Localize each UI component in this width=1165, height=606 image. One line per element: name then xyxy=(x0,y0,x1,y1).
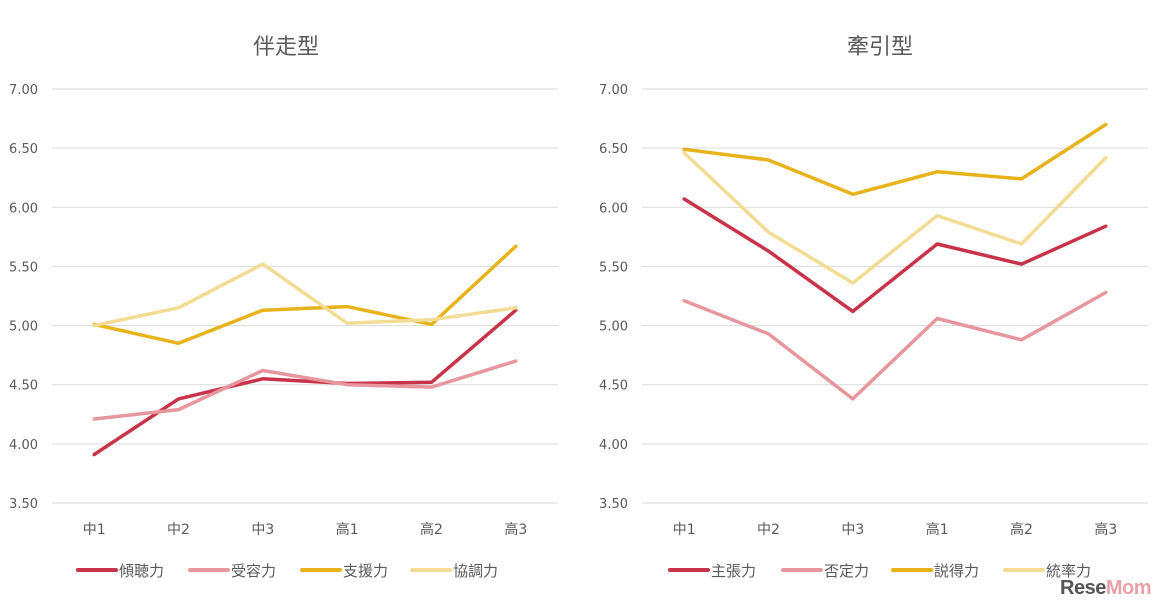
series-line-1 xyxy=(92,308,518,457)
chart-1: 伴走型 3.50 4.00 4.50 5.00 5.50 6.00 6.50 7.00 中1 中2 中… xyxy=(9,35,558,580)
x-tick-label: 中2 xyxy=(757,522,780,538)
x-tick-label: 中3 xyxy=(251,522,274,538)
y-tick-label: 6.00 xyxy=(599,201,628,216)
legend-label: 統率力 xyxy=(1046,562,1091,580)
logo-text-b: Mom xyxy=(1105,577,1152,599)
x-tick-label: 高2 xyxy=(420,521,443,538)
x-tick-label: 高3 xyxy=(1094,521,1117,538)
legend-label: 支援力 xyxy=(343,562,388,580)
chart-title: 伴走型 xyxy=(253,35,319,60)
series-line-4 xyxy=(682,151,1108,285)
x-tick-label: 中1 xyxy=(673,522,696,538)
x-tick-label: 高3 xyxy=(504,521,527,538)
legend-label: 受容力 xyxy=(231,562,276,580)
y-tick-label: 5.00 xyxy=(9,320,38,335)
chart-title: 牽引型 xyxy=(847,35,913,60)
chart-2: 牽引型 3.50 4.00 4.50 5.00 5.50 6.00 6.50 7.00 中1 中2 中… xyxy=(599,35,1148,580)
x-tick-label: 中3 xyxy=(841,522,864,538)
y-tick-label: 3.50 xyxy=(599,497,628,512)
legend-label: 傾聴力 xyxy=(119,562,164,580)
series-line-3 xyxy=(682,122,1108,197)
y-tick-label: 4.00 xyxy=(9,438,38,453)
y-tick-label: 7.00 xyxy=(9,83,38,98)
y-tick-label: 4.50 xyxy=(9,379,38,394)
series-line-1 xyxy=(682,197,1108,314)
legend-label: 否定力 xyxy=(824,562,869,580)
y-tick-label: 4.50 xyxy=(599,379,628,394)
y-tick-label: 6.50 xyxy=(599,142,628,157)
series-line-2 xyxy=(682,290,1108,401)
x-tick-label: 高2 xyxy=(1010,521,1033,538)
y-tick-label: 5.00 xyxy=(599,320,628,335)
x-tick-label: 高1 xyxy=(336,521,359,538)
series-line-3 xyxy=(92,244,518,346)
y-tick-label: 6.50 xyxy=(9,142,38,157)
legend-label: 説得力 xyxy=(934,562,979,580)
y-tick-label: 5.50 xyxy=(599,260,628,275)
series-line-4 xyxy=(92,262,518,328)
x-tick-label: 中2 xyxy=(167,522,190,538)
y-tick-label: 6.00 xyxy=(9,201,38,216)
legend-label: 主張力 xyxy=(711,562,756,580)
logo-text-a: Rese xyxy=(1060,577,1106,599)
resemom-logo: ReseMom xyxy=(1060,577,1151,600)
y-tick-label: 4.00 xyxy=(599,438,628,453)
y-tick-label: 7.00 xyxy=(599,83,628,98)
x-tick-label: 高1 xyxy=(926,521,949,538)
y-tick-label: 5.50 xyxy=(9,260,38,275)
x-tick-label: 中1 xyxy=(83,522,106,538)
series-line-2 xyxy=(92,359,518,421)
legend-label: 協調力 xyxy=(453,562,498,580)
y-tick-label: 3.50 xyxy=(9,497,38,512)
